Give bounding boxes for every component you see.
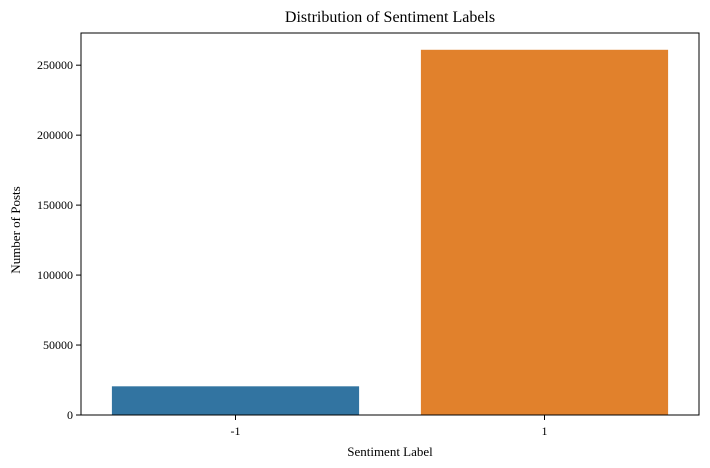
plot-frame	[80, 32, 700, 416]
plot-area	[80, 32, 700, 416]
y-tick-label: 50000	[43, 338, 73, 352]
y-tick-label: 150000	[37, 198, 73, 212]
x-axis-ticks: -1 1	[231, 415, 548, 438]
chart-title: Distribution of Sentiment Labels	[285, 9, 495, 26]
y-axis-ticks: 0 50000 100000 150000 200000 250000	[37, 58, 81, 422]
y-tick-label: 0	[67, 408, 73, 422]
y-axis-label: Number of Posts	[8, 186, 23, 273]
x-axis-label: Sentiment Label	[347, 444, 433, 459]
y-tick-label: 250000	[37, 58, 73, 72]
y-tick-label: 200000	[37, 128, 73, 142]
bar-1	[420, 49, 669, 416]
bar--1	[111, 386, 360, 415]
y-tick-label: 100000	[37, 268, 73, 282]
x-tick-label: 1	[542, 424, 548, 438]
x-tick-label: -1	[231, 424, 241, 438]
